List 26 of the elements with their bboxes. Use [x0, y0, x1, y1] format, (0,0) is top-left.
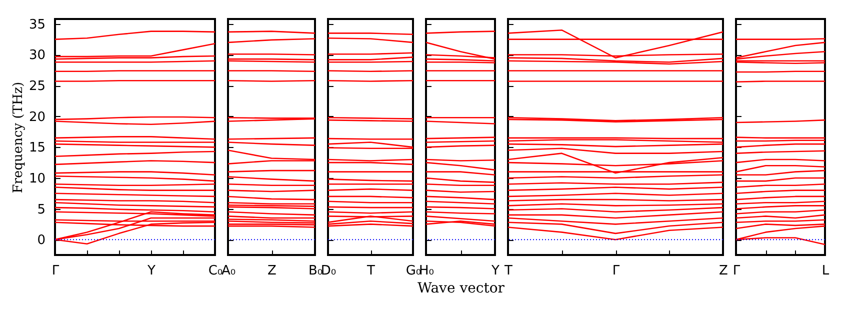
y-tick-label: 5 [37, 202, 46, 218]
x-tick-label: H₀ [419, 264, 434, 278]
x-tick-label: D₀ [320, 264, 336, 278]
x-tick-label: Z [268, 264, 277, 278]
y-tick-label: 15 [28, 140, 46, 156]
y-tick-label: 30 [28, 48, 46, 64]
x-tick-label: Y [490, 264, 500, 278]
x-tick-label: Y [146, 264, 156, 278]
x-tick-label: Z [719, 264, 728, 278]
x-tick-label: A₀ [221, 264, 236, 278]
x-tick-label: T [504, 264, 513, 278]
x-tick-label: Γ [732, 264, 741, 278]
x-tick-label: Γ [52, 264, 60, 278]
y-tick-label: 10 [28, 171, 46, 186]
x-tick-label: L [822, 264, 830, 278]
x-tick-label: T [366, 264, 376, 278]
y-tick-label: 25 [28, 79, 46, 94]
x-tick-label: C₀ [208, 264, 223, 278]
x-tick-label: Γ [612, 264, 620, 278]
x-axis-title: Wave vector [418, 280, 505, 296]
y-tick-label: 20 [28, 110, 46, 125]
y-tick-label: 35 [28, 17, 46, 32]
x-tick-label: G₀ [406, 264, 422, 278]
y-axis-title: Frequency (THz) [10, 82, 26, 194]
x-tick-label: B₀ [308, 264, 323, 278]
y-tick-label: 0 [37, 233, 46, 248]
